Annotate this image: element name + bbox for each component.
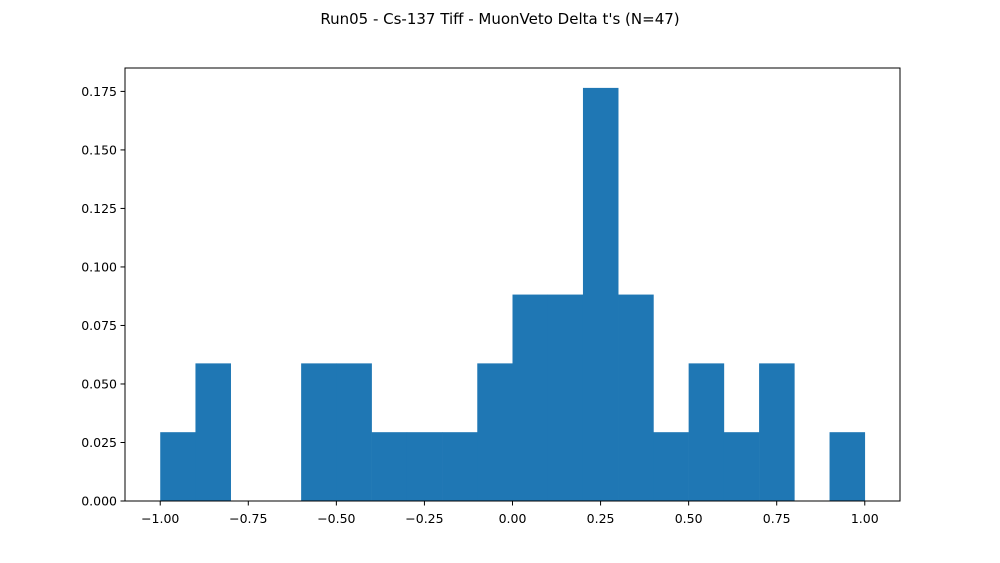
y-tick-label: 0.150: [81, 142, 117, 157]
histogram-bar: [301, 363, 337, 501]
histogram-bar: [371, 432, 408, 501]
histogram-bar: [829, 432, 866, 501]
y-tick-label: 0.125: [81, 201, 117, 216]
histogram-bar: [336, 363, 372, 501]
histogram-bar: [547, 294, 584, 501]
histogram-bar: [195, 363, 231, 501]
x-axis: −1.00 −0.75 −0.50 −0.25 0.00 0.25 0.50 0.75 1.00: [141, 501, 879, 526]
x-tick-label: 0.00: [499, 511, 527, 526]
x-tick-label: 0.25: [587, 511, 615, 526]
plot-frame: [124, 67, 901, 502]
y-axis: 0.000 0.025 0.050 0.075 0.100 0.125 0.150 0.175: [81, 84, 125, 509]
histogram-bar: [653, 432, 689, 501]
x-tick-label: −0.50: [317, 511, 355, 526]
histogram-bar: [688, 363, 725, 501]
histogram-bar: [406, 432, 443, 501]
chart-title: Run05 - Cs-137 Tiff - MuonVeto Delta t's…: [320, 10, 679, 28]
histogram-bar: [477, 363, 513, 501]
y-tick-label: 0.075: [81, 318, 117, 333]
histogram-bar: [512, 294, 549, 501]
x-tick-label: 0.50: [675, 511, 703, 526]
x-tick-label: −0.75: [229, 511, 267, 526]
histogram-bar: [582, 87, 619, 501]
histogram-bar: [723, 432, 760, 501]
y-tick-label: 0.000: [81, 494, 117, 509]
histogram-bar: [160, 432, 196, 501]
y-tick-label: 0.025: [81, 435, 117, 450]
x-tick-label: 0.75: [763, 511, 791, 526]
y-tick-label: 0.175: [81, 84, 117, 99]
bars-group: [160, 87, 866, 501]
y-tick-label: 0.100: [81, 259, 117, 274]
x-tick-label: 1.00: [851, 511, 879, 526]
histogram-bar: [442, 432, 478, 501]
histogram-bar: [759, 363, 795, 501]
y-tick-label: 0.050: [81, 376, 117, 391]
histogram-bar: [618, 294, 654, 501]
x-tick-label: −0.25: [405, 511, 443, 526]
x-tick-label: −1.00: [141, 511, 179, 526]
